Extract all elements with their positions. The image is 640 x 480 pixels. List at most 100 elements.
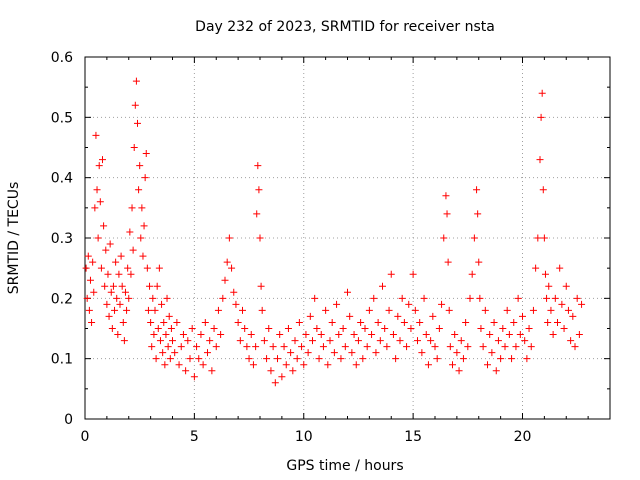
data-point [344,288,351,296]
data-point [484,361,491,369]
data-point [90,288,98,296]
data-point [116,300,124,308]
data-point [109,282,117,290]
data-point [274,355,281,363]
data-point [569,312,577,320]
data-point [540,234,548,242]
data-point [239,306,246,314]
ticks: 0 5 10 15 20 0 0.1 0.2 0.3 0.4 0.5 0.6 [51,50,610,445]
data-point [135,186,143,194]
data-point [221,276,229,284]
data-point [365,306,373,314]
data-point [88,318,96,326]
data-point [381,325,389,332]
data-point [503,306,511,314]
data-point [444,258,452,266]
data-point [137,234,145,242]
data-point [473,186,481,194]
data-point [374,318,382,326]
data-point [124,264,132,272]
data-point [544,318,552,326]
data-point [433,355,441,363]
data-point [521,337,529,345]
data-point [361,325,369,332]
data-point [387,270,395,278]
x-tick-label: 20 [514,429,532,445]
data-point [354,337,362,345]
data-point [418,349,426,357]
data-point [494,337,502,345]
data-point [95,162,103,170]
data-point [527,343,535,351]
data-point [175,361,183,369]
data-point [156,337,164,345]
data-point [291,337,299,345]
data-point [468,270,476,278]
data-point [144,306,152,314]
data-point [155,264,163,272]
data-point [376,337,384,345]
data-point [328,318,336,326]
data-point [333,300,341,308]
data-point [182,367,190,375]
data-point [103,300,111,308]
data-point [158,300,166,308]
y-tick-label: 0.3 [51,231,73,247]
data-point [383,343,391,351]
data-point [119,318,127,326]
data-point [101,282,109,290]
data-point [346,312,354,320]
data-point [578,300,586,308]
data-point [567,337,575,345]
x-tick-label: 15 [404,429,422,445]
data-point [422,331,430,339]
grid [85,57,610,419]
data-point [403,343,411,351]
data-point [562,282,570,290]
data-point [267,367,275,375]
data-point [573,294,581,302]
data-point [492,367,500,375]
data-point [97,264,105,272]
data-point [322,306,330,314]
data-point [317,331,325,339]
data-point [429,312,437,320]
data-point [128,204,136,212]
data-point [167,325,175,332]
data-point [256,234,264,242]
data-point [134,119,141,127]
data-point [140,222,148,230]
data-point [459,355,467,363]
data-point [313,325,321,332]
data-point [416,318,424,326]
data-point [93,186,101,194]
data-point [188,325,196,332]
data-point [481,306,489,314]
data-point [278,373,286,381]
data-point [199,361,207,369]
data-point [453,349,461,357]
data-point [123,306,131,314]
data-point [556,264,564,272]
data-point [160,318,168,326]
data-point [532,264,540,272]
data-point [243,343,251,351]
data-point [91,204,99,212]
data-point [529,306,537,314]
data-point [164,343,172,351]
data-point [169,337,176,345]
data-point [289,367,297,375]
data-point [287,349,295,357]
data-point [265,325,273,332]
data-point [186,355,194,363]
data-point [558,300,566,308]
data-point [212,343,220,351]
data-point [163,294,171,302]
data-point [534,234,542,242]
data-point [324,361,332,369]
data-point [136,162,144,170]
data-point [476,294,484,302]
data-point [260,337,268,345]
